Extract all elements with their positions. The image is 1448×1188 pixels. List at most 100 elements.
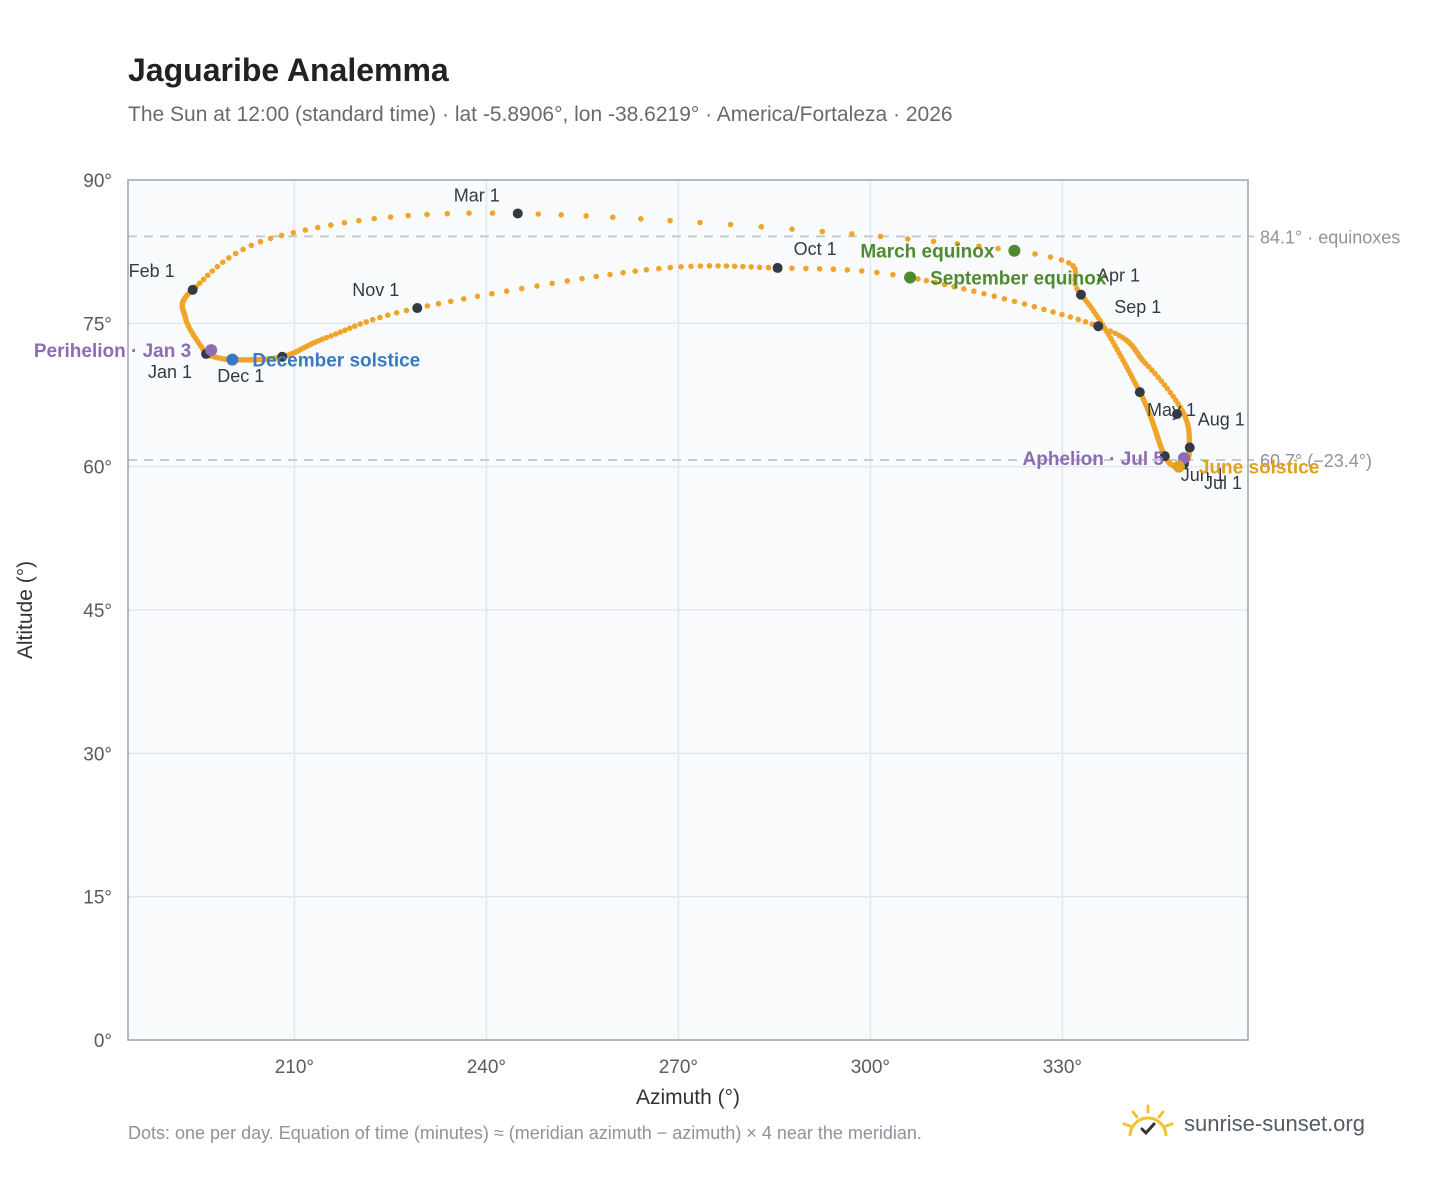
day-dot: [387, 214, 394, 220]
day-dot: [1050, 309, 1056, 315]
month-label: Nov 1: [352, 280, 399, 300]
day-dot: [758, 224, 765, 230]
month-marker: [1171, 409, 1182, 420]
day-dot: [356, 217, 362, 224]
day-dot: [961, 286, 967, 292]
month-marker: [412, 303, 423, 314]
day-dot: [638, 216, 644, 222]
day-dot: [995, 245, 1001, 252]
month-marker: [772, 262, 783, 273]
month-label: Apr 1: [1097, 266, 1140, 286]
day-dot: [816, 265, 823, 272]
day-dot: [1047, 254, 1054, 260]
day-dot: [369, 316, 376, 323]
day-dot: [518, 285, 525, 292]
day-dot: [385, 312, 391, 318]
day-dot: [1058, 257, 1065, 263]
month-marker: [1159, 451, 1170, 462]
event-marker: [1172, 460, 1185, 473]
day-dot: [607, 271, 613, 278]
day-dot: [257, 238, 264, 245]
day-dot: [341, 219, 348, 226]
day-dot: [489, 290, 495, 297]
day-dot: [214, 263, 221, 270]
day-dot: [731, 263, 738, 270]
plot-frame: [127, 179, 1249, 1041]
event-label: Perihelion · Jan 3: [34, 341, 191, 362]
day-dot: [332, 331, 339, 337]
day-dot: [830, 266, 837, 273]
day-dot: [1031, 303, 1038, 310]
day-dot: [981, 290, 987, 297]
y-tick-label: 45°: [83, 601, 112, 622]
day-dot: [357, 321, 364, 327]
day-dot: [609, 214, 616, 221]
day-dot: [393, 310, 400, 316]
day-dot: [874, 269, 880, 276]
day-dot: [844, 267, 851, 273]
day-dot: [1158, 378, 1165, 384]
day-dot: [849, 231, 855, 237]
brand[interactable]: sunrise-sunset.org: [1120, 1102, 1365, 1146]
day-dot: [723, 263, 730, 269]
event-label: September equinox: [930, 268, 1107, 289]
day-dot: [678, 264, 684, 270]
day-dot: [667, 264, 674, 271]
daily-path: [179, 210, 1193, 470]
reference-line-label: 84.1° · equinoxes: [1260, 227, 1400, 247]
day-dot: [466, 210, 472, 216]
day-dot: [444, 210, 451, 217]
month-label: Mar 1: [454, 185, 500, 205]
day-dot: [1072, 276, 1078, 283]
day-dot: [971, 288, 977, 295]
day-dot: [706, 263, 713, 269]
day-dot: [290, 229, 297, 236]
month-marker: [187, 284, 198, 295]
day-dot: [558, 212, 564, 218]
x-tick-label: 210°: [275, 1057, 314, 1078]
reference-lines: 84.1° · equinoxes 60.7° (−23.4°): [128, 227, 1400, 471]
day-dot: [789, 265, 795, 272]
event-marker: [226, 353, 239, 366]
day-dot: [789, 226, 795, 232]
day-dot: [503, 288, 510, 294]
y-axis-label: Altitude (°): [14, 561, 37, 659]
day-dot: [1041, 306, 1047, 313]
month-marker: [512, 208, 523, 219]
day-dot: [1059, 311, 1065, 318]
day-dot: [1065, 260, 1072, 266]
day-dot: [377, 314, 383, 321]
month-marker: [1075, 289, 1086, 300]
y-tick-label: 90°: [83, 171, 112, 192]
day-dot: [371, 215, 378, 222]
day-dot: [209, 268, 216, 274]
day-dot: [941, 281, 948, 288]
footnote: Dots: one per day. Equation of time (min…: [128, 1123, 922, 1143]
day-dot: [342, 327, 348, 334]
day-dot: [220, 259, 226, 266]
day-dot: [405, 212, 411, 219]
day-dot: [756, 264, 763, 271]
month-label: Dec 1: [217, 366, 264, 386]
day-dot: [1112, 330, 1118, 337]
day-dot: [1167, 389, 1174, 396]
month-label: May 1: [1147, 400, 1196, 420]
day-dot: [363, 319, 370, 325]
event-label: March equinox: [860, 242, 995, 263]
day-dot: [346, 325, 353, 332]
day-dot: [643, 267, 650, 273]
day-dot: [424, 211, 430, 218]
day-dot: [932, 279, 939, 286]
day-dot: [593, 273, 600, 280]
day-dot: [1032, 251, 1038, 257]
day-dot: [954, 241, 961, 247]
day-dot: [740, 263, 746, 270]
day-dot: [858, 268, 865, 274]
grid-lines: [128, 180, 1248, 1040]
y-tick-label: 75°: [83, 314, 112, 335]
event-marker: [205, 344, 218, 357]
day-dot: [923, 277, 930, 284]
day-dot: [403, 307, 410, 314]
